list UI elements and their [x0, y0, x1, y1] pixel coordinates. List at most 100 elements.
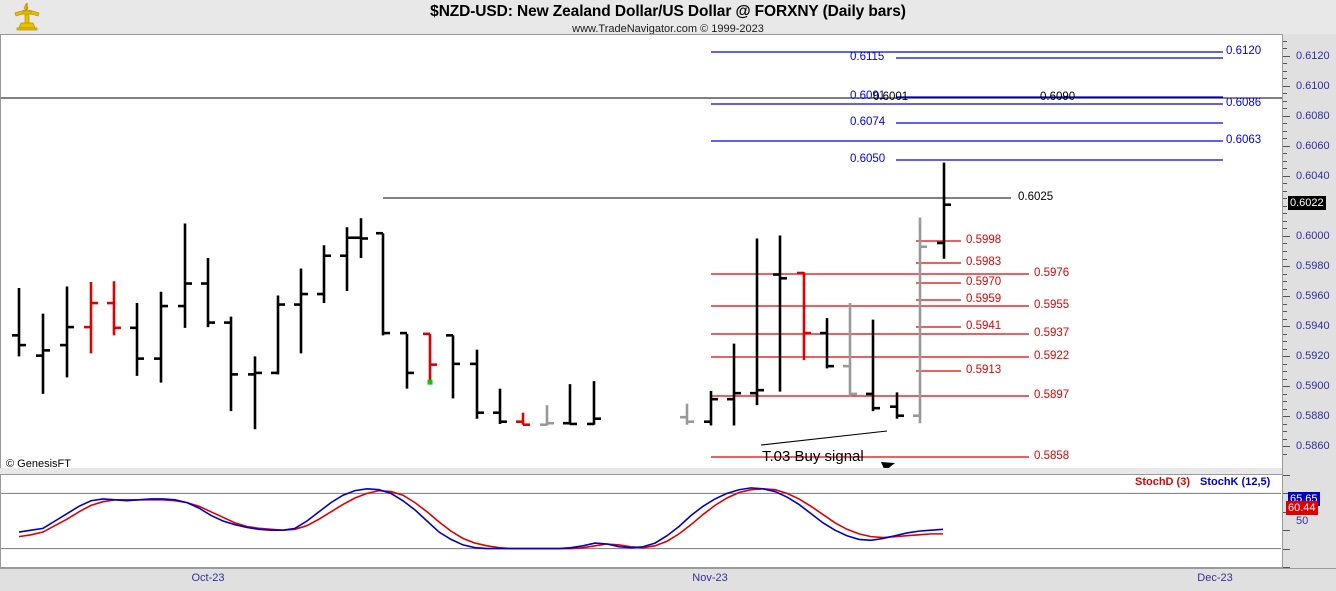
price-minor-tick [1283, 416, 1287, 418]
price-minor-tick [1283, 160, 1287, 162]
ohlc-bar [516, 412, 530, 426]
price-minor-tick [1283, 130, 1287, 132]
price-minor-tick [1283, 55, 1287, 57]
ohlc-bar [843, 303, 857, 397]
tradenavigator-logo [14, 3, 40, 31]
ohlc-bar [890, 392, 904, 419]
price-minor-tick [1283, 235, 1287, 237]
price-level-label: 0.6091 [850, 90, 886, 102]
legend-stoch-k: StochK (12,5) [1200, 476, 1271, 488]
ohlc-bar [820, 318, 834, 369]
price-minor-tick [1283, 318, 1287, 320]
price-minor-tick [1283, 48, 1287, 50]
price-level-label: 0.5922 [1034, 350, 1070, 362]
price-minor-tick [1283, 138, 1287, 140]
price-minor-tick [1283, 145, 1287, 147]
price-minor-tick [1283, 303, 1287, 305]
price-minor-tick [1283, 348, 1287, 350]
stoch-tick-mark [1283, 530, 1290, 532]
price-minor-tick [1283, 123, 1287, 125]
price-axis[interactable] [1282, 34, 1336, 568]
price-minor-tick [1283, 93, 1287, 95]
price-minor-tick [1283, 288, 1287, 290]
ohlc-bar [540, 405, 554, 426]
price-tick-label: 0.6100 [1296, 79, 1330, 92]
ohlc-bar [376, 231, 390, 336]
price-minor-tick [1283, 205, 1287, 207]
ohlc-bar [248, 356, 262, 430]
ohlc-bar [937, 162, 951, 259]
price-chart-pane[interactable] [0, 34, 1283, 471]
price-tick-label: 0.5940 [1296, 320, 1330, 333]
pane-divider [0, 468, 1336, 475]
price-level-label: 0.6090 [1040, 91, 1076, 103]
price-minor-tick [1283, 190, 1287, 192]
date-tick-label: Dec-23 [1197, 572, 1233, 584]
ohlc-bar [340, 227, 354, 292]
price-minor-tick [1283, 175, 1287, 177]
price-tick-label: 0.6080 [1296, 109, 1330, 122]
ohlc-bar [130, 303, 144, 376]
price-minor-tick [1283, 108, 1287, 110]
price-level-label: 0.6050 [850, 153, 886, 165]
price-minor-tick [1283, 243, 1287, 245]
green-marker [427, 379, 433, 385]
price-minor-tick [1283, 198, 1287, 200]
price-tick-label: 0.5920 [1296, 350, 1330, 363]
ohlc-bar [354, 218, 368, 259]
price-level-label: 0.5937 [1034, 327, 1070, 339]
price-minor-tick [1283, 446, 1287, 448]
price-tick-label: 0.6000 [1296, 229, 1330, 242]
price-minor-tick [1283, 431, 1287, 433]
ohlc-bar [493, 388, 507, 424]
stochastic-pane[interactable] [0, 474, 1282, 568]
price-level-label: 0.6074 [850, 116, 886, 128]
price-tick-label: 0.5900 [1296, 380, 1330, 393]
price-minor-tick [1283, 341, 1287, 343]
price-minor-tick [1283, 70, 1287, 72]
buy-signal-annotation: T.03 Buy signal [762, 448, 864, 465]
price-tick-label: 0.5980 [1296, 260, 1330, 273]
price-minor-tick [1283, 220, 1287, 222]
chart-header: $NZD-USD: New Zealand Dollar/US Dollar @… [0, 0, 1336, 35]
price-tick-label: 0.6040 [1296, 169, 1330, 182]
page-subtitle: www.TradeNavigator.com © 1999-2023 [572, 23, 764, 35]
ohlc-bar [750, 238, 764, 406]
ohlc-bar [201, 258, 215, 328]
price-minor-tick [1283, 296, 1287, 298]
ohlc-bar [400, 331, 414, 389]
genesisft-watermark: © GenesisFT [6, 458, 71, 470]
ohlc-bar [423, 332, 437, 383]
ohlc-bar [154, 291, 168, 383]
price-tick-label: 0.5880 [1296, 410, 1330, 423]
price-minor-tick [1283, 273, 1287, 275]
stoch-tick-mark [1283, 493, 1290, 495]
ohlc-bar [271, 295, 285, 375]
stoch-midline-label: 50 [1296, 515, 1309, 527]
price-plot [1, 51, 1283, 471]
date-tick-label: Nov-23 [692, 572, 728, 584]
ohlc-bar [12, 288, 26, 357]
legend-stoch-d: StochD (3) [1135, 476, 1190, 488]
price-tick-label: 0.5860 [1296, 440, 1330, 453]
price-minor-tick [1283, 386, 1287, 388]
ohlc-bar [36, 313, 50, 394]
price-level-label: 0.5913 [966, 364, 1002, 376]
price-minor-tick [1283, 371, 1287, 373]
price-minor-tick [1283, 393, 1287, 395]
price-level-label: 0.5955 [1034, 299, 1070, 311]
stoch-d-line [18, 487, 943, 550]
ohlc-bar [294, 268, 308, 354]
date-axis [0, 568, 1336, 591]
price-minor-tick [1283, 356, 1287, 358]
price-minor-tick [1283, 258, 1287, 260]
stochastic-plot [1, 487, 1281, 550]
price-tick-label: 0.6060 [1296, 139, 1330, 152]
ohlc-bar [107, 281, 121, 336]
price-minor-tick [1283, 85, 1287, 87]
price-minor-tick [1283, 311, 1287, 313]
ohlc-bar [704, 390, 718, 426]
ohlc-bar [866, 319, 880, 412]
price-tick-label: 0.5960 [1296, 290, 1330, 303]
ohlc-bar [470, 349, 484, 419]
